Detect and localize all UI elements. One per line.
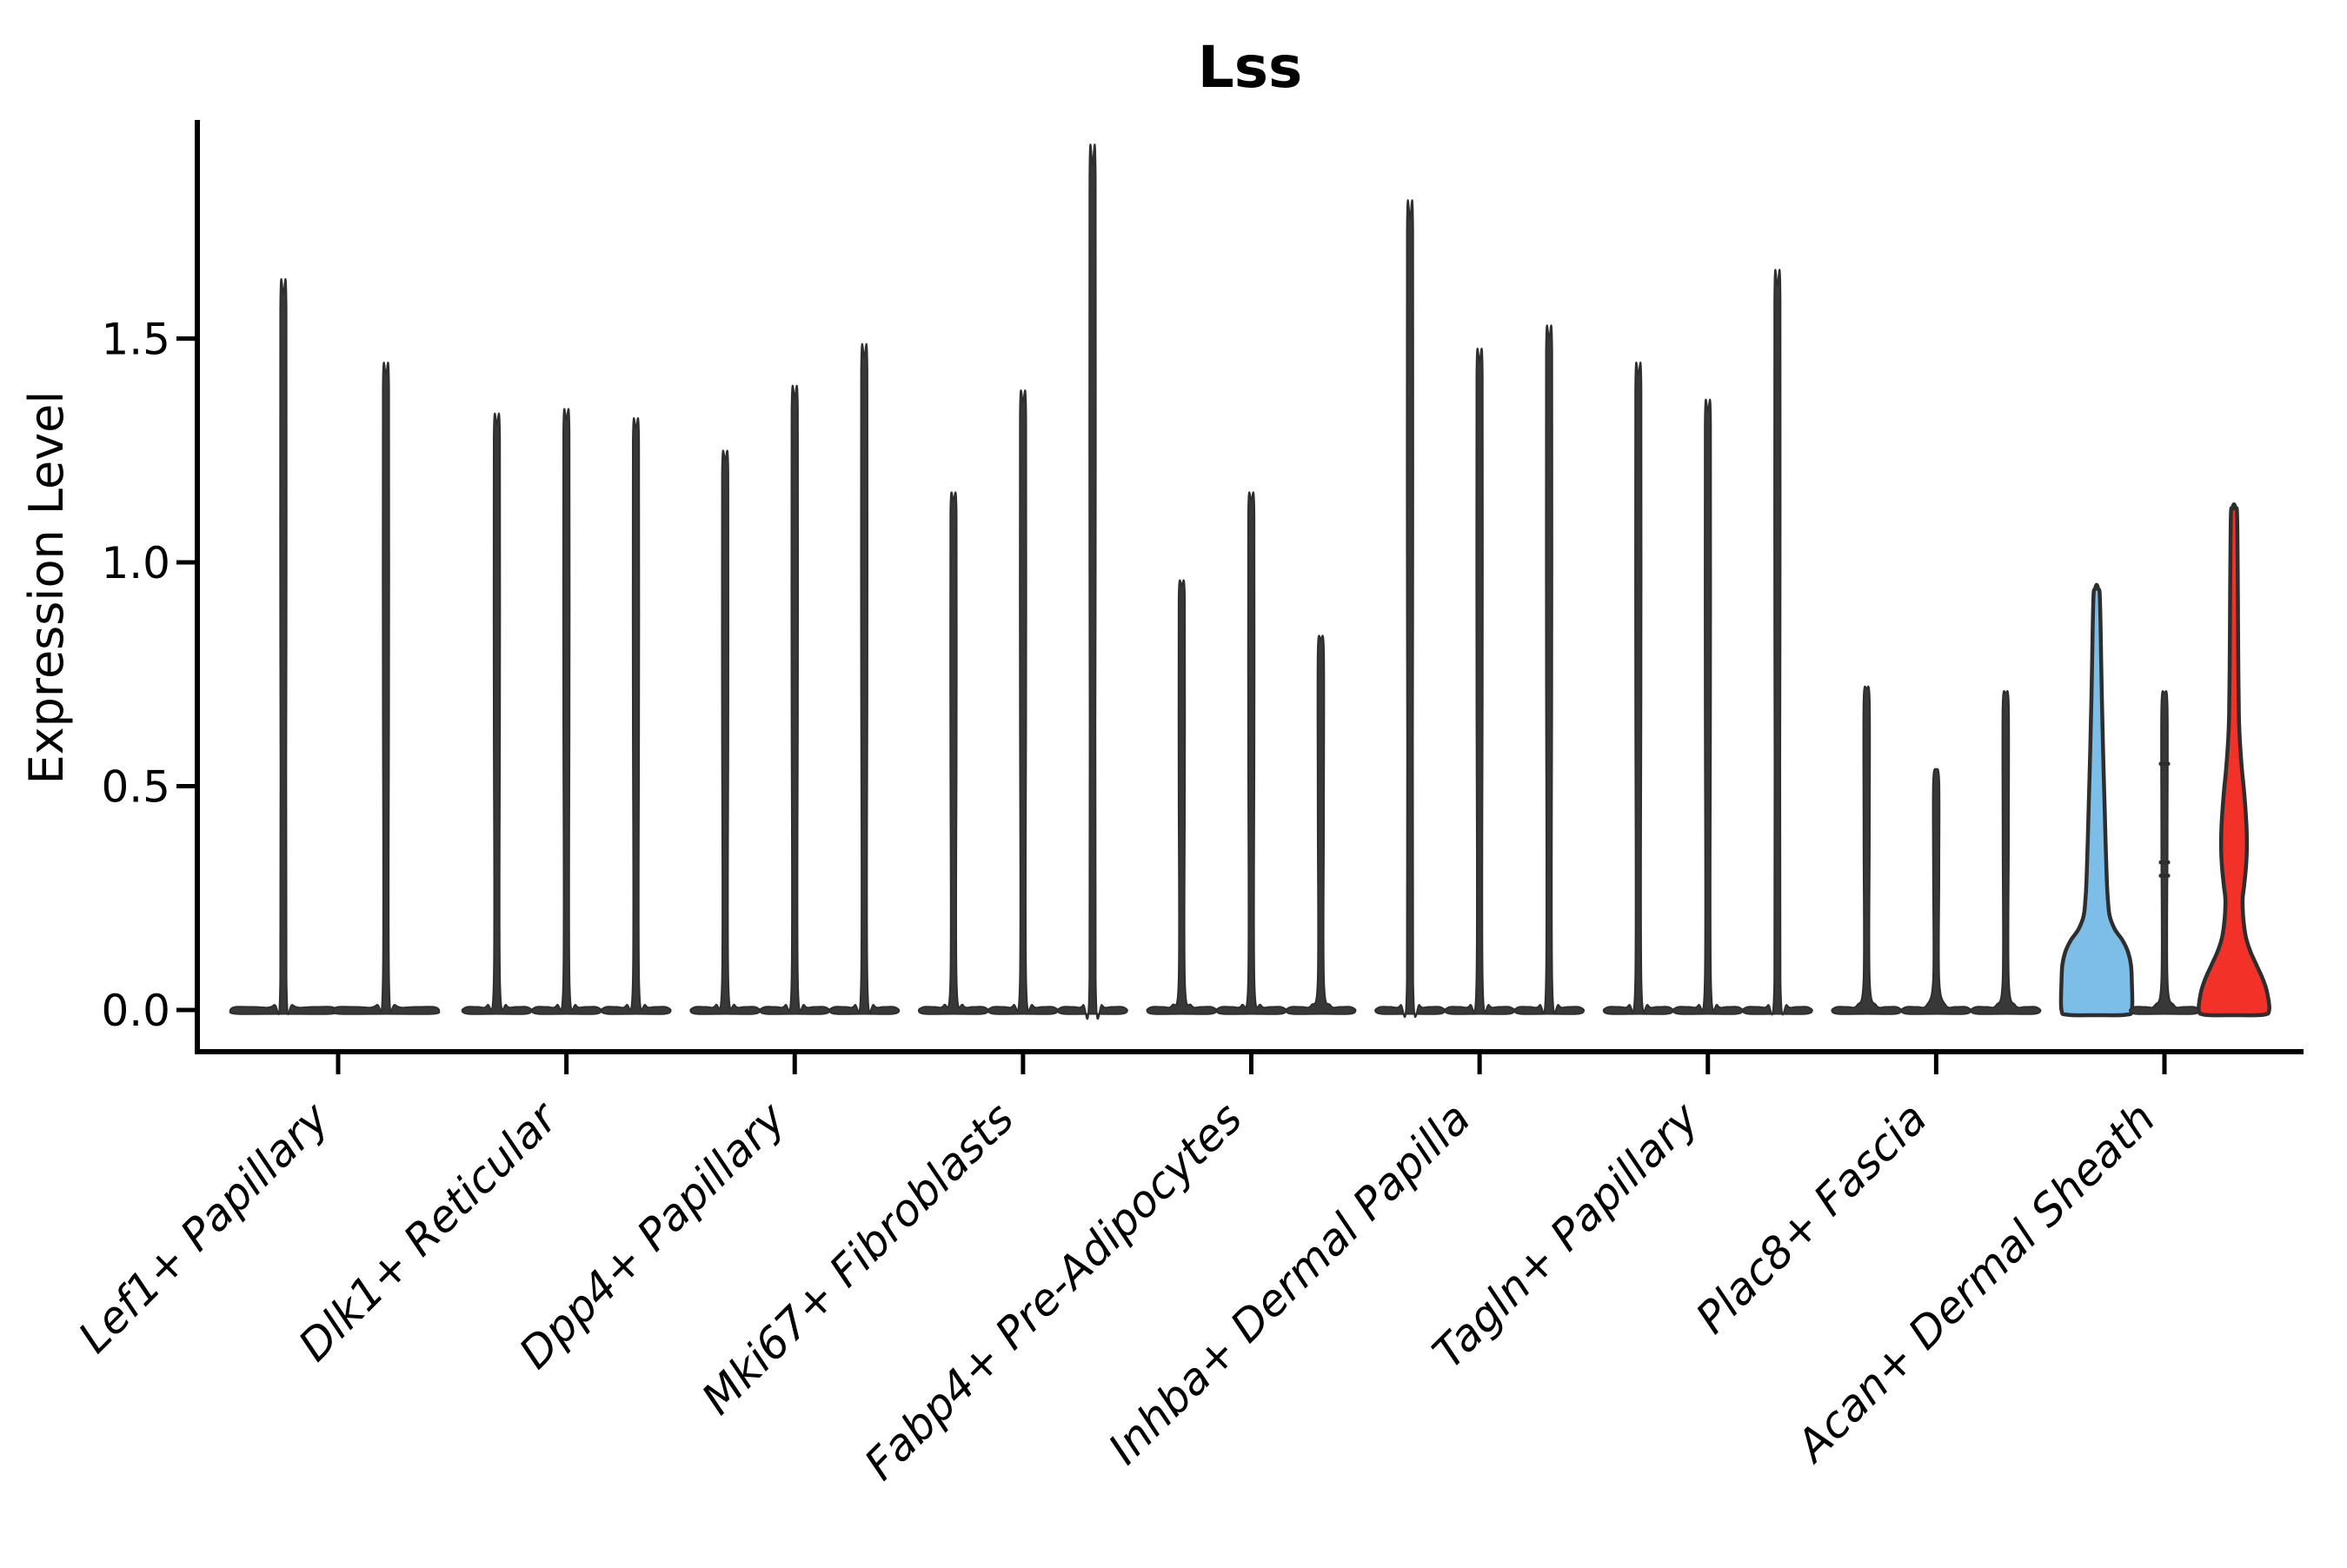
x-tick-label: Lef1+ Papillary xyxy=(69,1092,339,1362)
x-tick-label: Inhba+ Dermal Papilla xyxy=(1099,1093,1479,1473)
y-tick-label: 0.0 xyxy=(101,986,170,1036)
x-tick xyxy=(2162,1054,2167,1074)
violin xyxy=(987,389,1059,1015)
violin xyxy=(1513,324,1586,1015)
violin xyxy=(1602,362,1674,1015)
violin xyxy=(1146,579,1218,1015)
violin xyxy=(1900,767,1972,1015)
violin xyxy=(600,417,672,1015)
violin-inner-mark xyxy=(2158,860,2171,865)
x-tick xyxy=(792,1054,797,1074)
y-tick-label: 0.5 xyxy=(101,762,170,813)
violin xyxy=(1672,398,1744,1015)
violin-group xyxy=(1831,685,2042,1015)
violin xyxy=(2129,690,2200,1015)
violin-group xyxy=(689,342,901,1015)
x-tick xyxy=(1705,1054,1711,1074)
violin xyxy=(917,491,989,1015)
y-tick xyxy=(176,1007,195,1013)
violin xyxy=(331,362,441,1015)
y-axis-spine xyxy=(195,120,200,1054)
violin-group xyxy=(1146,491,1357,1015)
y-tick xyxy=(176,560,195,565)
violin xyxy=(229,278,338,1016)
violin-highlighted xyxy=(2058,582,2135,1018)
violin-group xyxy=(2058,502,2271,1018)
y-tick-label: 1.0 xyxy=(101,538,170,588)
axis-ticks xyxy=(176,336,2167,1074)
violin-group xyxy=(1602,269,1813,1016)
violin xyxy=(1444,348,1516,1015)
violin xyxy=(1285,635,1357,1015)
violin-group xyxy=(461,408,672,1015)
y-axis-label: Expression Level xyxy=(19,391,74,785)
violin xyxy=(689,449,761,1015)
x-tick xyxy=(564,1054,569,1074)
violin-group xyxy=(229,278,441,1016)
axis-spines xyxy=(195,120,2304,1054)
violin-inner-mark xyxy=(2158,874,2171,878)
x-tick xyxy=(1477,1054,1482,1074)
violin xyxy=(1215,491,1287,1015)
y-tick-label: 1.5 xyxy=(101,315,170,365)
violin xyxy=(759,384,831,1015)
x-axis-spine xyxy=(195,1049,2304,1054)
violin-group xyxy=(917,143,1128,1020)
x-tick-label: Acan+ Dermal Sheath xyxy=(1785,1093,2165,1472)
x-tick xyxy=(1933,1054,1938,1074)
x-tick xyxy=(1021,1054,1026,1074)
x-tick-label: Plac8+ Fascia xyxy=(1686,1093,1937,1343)
plot-title: Lss xyxy=(1198,34,1303,101)
violin-group xyxy=(1374,199,1586,1019)
violin xyxy=(1056,143,1128,1020)
x-tick xyxy=(1249,1054,1253,1074)
violin xyxy=(1970,690,2042,1015)
violin xyxy=(1831,685,1903,1015)
violin xyxy=(461,412,533,1015)
y-tick xyxy=(176,784,195,788)
x-tick-label: Fabp4+ Pre-Adipocytes xyxy=(854,1093,1252,1490)
x-tick xyxy=(336,1054,341,1074)
violin xyxy=(530,408,602,1015)
violin-highlighted xyxy=(2197,502,2271,1018)
violin xyxy=(1374,199,1446,1019)
violin xyxy=(1741,269,1813,1016)
violin xyxy=(828,342,901,1015)
y-tick xyxy=(176,336,195,341)
violin-inner-mark xyxy=(2158,761,2171,767)
violin-bodies xyxy=(229,143,2271,1020)
